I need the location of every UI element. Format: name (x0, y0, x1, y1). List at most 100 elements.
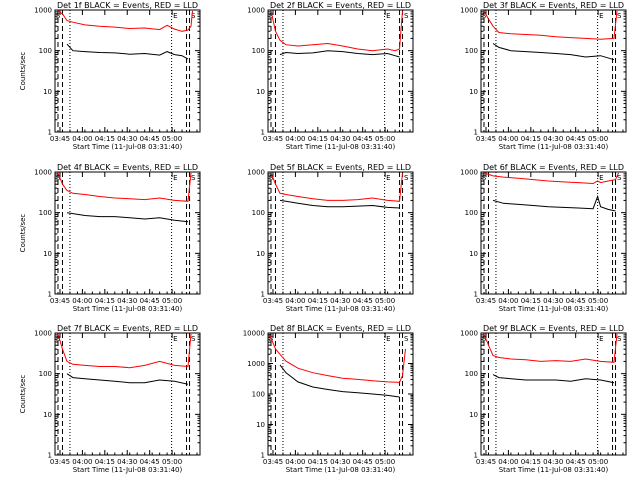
x-tick-label: 04:45 (140, 135, 160, 143)
y-tick-label: 1000 (247, 7, 265, 15)
y-tick-label: 10 (469, 88, 478, 96)
time-marker-label: E (599, 12, 603, 20)
time-marker-label: E (599, 335, 603, 343)
events-series-line (492, 43, 615, 61)
lld-series-line (270, 10, 403, 52)
y-tick-label: 10000 (243, 330, 265, 338)
x-tick-label: 04:45 (353, 458, 373, 466)
y-tick-label: 10 (43, 88, 52, 96)
lld-series-line (57, 172, 192, 202)
x-axis-label: Start Time (11-Jul-08 03:31:40) (499, 466, 609, 474)
time-marker-label: S (269, 12, 274, 20)
x-tick-label: 04:30 (543, 135, 563, 143)
time-marker-label: S (404, 12, 409, 20)
x-tick-label: 04:15 (521, 135, 541, 143)
y-tick-label: 10 (256, 88, 265, 96)
time-marker-label: E (386, 335, 390, 343)
x-axis-label: Start Time (11-Jul-08 03:31:40) (286, 305, 396, 313)
time-marker-label: S (482, 12, 487, 20)
lld-series-line (483, 172, 619, 185)
x-tick-label: 04:45 (566, 135, 586, 143)
y-tick-label: 1000 (460, 169, 478, 177)
time-marker-label: E (599, 174, 603, 182)
y-tick-label: 100 (39, 47, 52, 55)
y-tick-label: 1 (261, 291, 265, 299)
y-tick-label: 10 (43, 411, 52, 419)
y-tick-label: 1000 (460, 7, 478, 15)
plot-frame (480, 171, 627, 295)
chart-title: Det 1f BLACK = Events, RED = LLD (57, 1, 198, 10)
chart-title: Det 3f BLACK = Events, RED = LLD (483, 1, 624, 10)
plot-frame (267, 171, 414, 295)
chart-title: Det 6f BLACK = Events, RED = LLD (483, 163, 624, 172)
x-tick-label: 03:45 (50, 458, 70, 466)
time-marker-label: S (56, 174, 61, 182)
x-tick-label: 04:30 (330, 297, 350, 305)
x-tick-label: 05:00 (588, 297, 608, 305)
time-marker-label: S (404, 174, 409, 182)
chart-panel-2: Det 2f BLACK = Events, RED = LLD 1 10 100 10… (247, 1, 414, 151)
y-tick-label: 100 (252, 209, 265, 217)
x-tick-label: 05:00 (375, 458, 395, 466)
plot-frame (54, 171, 201, 295)
time-marker-label: S (269, 174, 274, 182)
x-tick-label: 03:45 (476, 135, 496, 143)
chart-title: Det 9f BLACK = Events, RED = LLD (483, 324, 624, 333)
chart-panel-7: Det 7f BLACK = Events, RED = LLD 1 10 100 10… (19, 324, 201, 474)
lld-series-line (57, 10, 193, 32)
x-tick-label: 04:00 (72, 297, 92, 305)
events-series-line (492, 374, 615, 384)
x-tick-label: 04:45 (140, 297, 160, 305)
x-tick-label: 05:00 (588, 458, 608, 466)
time-marker-label: E (173, 174, 177, 182)
y-tick-label: 1000 (34, 330, 52, 338)
time-marker-label: S (191, 12, 196, 20)
x-tick-label: 04:00 (498, 135, 518, 143)
y-tick-label: 10 (256, 250, 265, 258)
x-tick-label: 04:00 (72, 135, 92, 143)
x-tick-label: 04:30 (117, 458, 137, 466)
x-tick-label: 03:45 (263, 135, 283, 143)
x-tick-label: 05:00 (375, 135, 395, 143)
x-tick-label: 04:15 (95, 135, 115, 143)
time-marker-label: S (617, 174, 622, 182)
y-tick-label: 1 (261, 452, 265, 460)
y-tick-label: 10 (43, 250, 52, 258)
time-marker-label: S (191, 335, 196, 343)
y-tick-label: 10 (469, 250, 478, 258)
time-marker-label: S (482, 335, 487, 343)
x-tick-label: 04:00 (498, 458, 518, 466)
plot-frame (480, 332, 627, 456)
x-tick-label: 04:30 (543, 297, 563, 305)
time-marker-label: S (56, 12, 61, 20)
lld-series-line (483, 10, 618, 40)
chart-title: Det 2f BLACK = Events, RED = LLD (270, 1, 411, 10)
chart-title: Det 8f BLACK = Events, RED = LLD (270, 324, 411, 333)
x-tick-label: 05:00 (162, 458, 182, 466)
x-tick-label: 05:00 (162, 135, 182, 143)
y-tick-label: 1 (474, 452, 478, 460)
chart-panel-3: Det 3f BLACK = Events, RED = LLD 1 10 100 10… (460, 1, 627, 151)
x-tick-label: 04:30 (330, 135, 350, 143)
lld-series-line (57, 333, 192, 369)
x-tick-label: 04:45 (566, 297, 586, 305)
y-tick-label: 100 (252, 391, 265, 399)
x-tick-label: 04:15 (95, 458, 115, 466)
lld-series-line (270, 172, 403, 202)
time-marker-label: S (404, 335, 409, 343)
events-series-line (66, 373, 189, 385)
x-axis-label: Start Time (11-Jul-08 03:31:40) (286, 466, 396, 474)
x-tick-label: 03:45 (263, 297, 283, 305)
chart-panel-6: Det 6f BLACK = Events, RED = LLD 1 10 100 10… (460, 163, 627, 313)
x-tick-label: 04:30 (330, 458, 350, 466)
chart-panel-8: Det 8f BLACK = Events, RED = LLD 1 10 100 10… (243, 324, 414, 474)
chart-panel-4: Det 4f BLACK = Events, RED = LLD 1 10 100 10… (19, 163, 201, 313)
chart-title: Det 4f BLACK = Events, RED = LLD (57, 163, 198, 172)
y-tick-label: 10 (256, 421, 265, 429)
chart-title: Det 5f BLACK = Events, RED = LLD (270, 163, 411, 172)
x-tick-label: 04:30 (543, 458, 563, 466)
x-tick-label: 04:00 (285, 297, 305, 305)
time-marker-label: S (56, 335, 61, 343)
y-tick-label: 1 (474, 291, 478, 299)
